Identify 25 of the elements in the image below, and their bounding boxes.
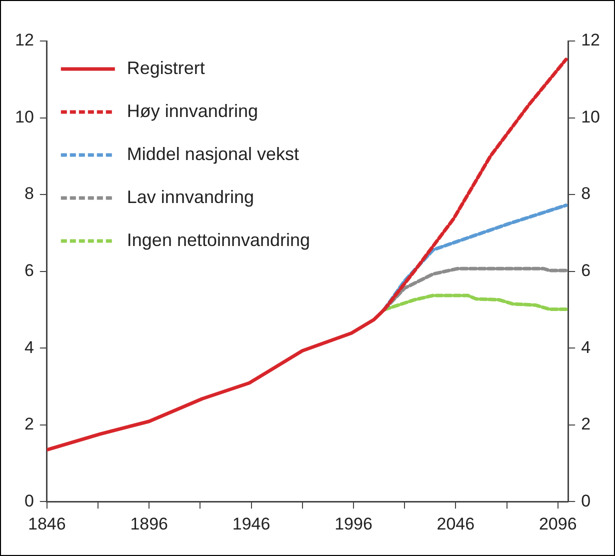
y-tick-label: 2 — [24, 414, 34, 434]
legend-label: Middel nasjonal vekst — [126, 144, 300, 164]
y-tick-label: 4 — [24, 338, 34, 357]
y-tick-label: 12 — [14, 30, 34, 50]
x-tick-label: 1846 — [28, 514, 66, 534]
y2-tick-label: 0 — [581, 491, 591, 510]
y2-tick-label: 6 — [581, 260, 591, 280]
x-tick-label: 1896 — [130, 514, 168, 534]
legend-label: Lav innvandring — [126, 186, 254, 207]
x-tick-label: 1996 — [334, 514, 372, 534]
y2-tick-label: 4 — [581, 338, 591, 357]
y-tick-label: 6 — [24, 260, 34, 280]
y-tick-label: 0 — [24, 491, 34, 510]
legend-label: Registrert — [126, 58, 205, 78]
x-tick-label: 2046 — [436, 514, 475, 534]
y-tick-label: 8 — [24, 184, 34, 204]
y2-tick-label: 8 — [581, 184, 591, 204]
x-tick-label: 1946 — [232, 514, 270, 534]
x-tick-label: 2096 — [538, 514, 577, 534]
y2-tick-label: 2 — [581, 414, 591, 434]
legend-label: Høy innvandring — [126, 100, 258, 121]
y-tick-label: 10 — [14, 107, 34, 126]
y2-tick-label: 10 — [581, 107, 600, 126]
y2-tick-label: 12 — [581, 30, 600, 50]
legend-label: Ingen nettoinnvandring — [126, 230, 310, 250]
